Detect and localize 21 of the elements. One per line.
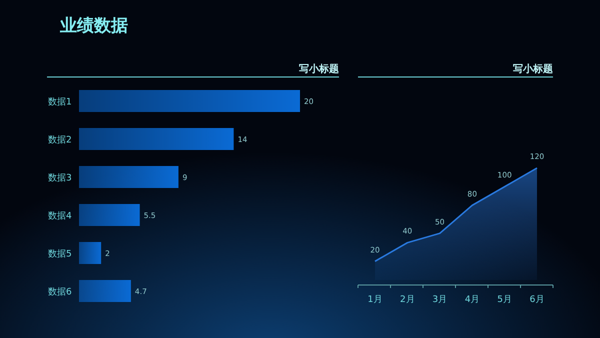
x-tick-label: 1月 (368, 295, 382, 305)
x-tick-label: 6月 (530, 295, 544, 305)
x-tick-label: 5月 (497, 295, 512, 305)
x-tick-label: 3月 (432, 295, 448, 305)
y-tick-label: 数据5 (48, 248, 72, 260)
x-tick-label: 4月 (464, 295, 480, 305)
y-tick-label: 数据4 (48, 210, 72, 222)
y-tick-label: 数据6 (48, 286, 72, 298)
y-tick-label: 数据3 (48, 172, 72, 184)
text: 业绩数据 (59, 16, 128, 36)
bar (79, 90, 300, 112)
bar (79, 242, 102, 264)
y-tick-label: 数据2 (48, 134, 72, 146)
bar (79, 128, 234, 150)
bar (79, 166, 178, 188)
chart-title: 写小标题 (299, 63, 339, 75)
bar (79, 204, 140, 226)
x-tick-label: 2月 (400, 295, 415, 305)
bar (79, 280, 131, 302)
y-tick-label: 数据1 (48, 96, 72, 108)
chart-title: 写小标题 (513, 63, 553, 75)
